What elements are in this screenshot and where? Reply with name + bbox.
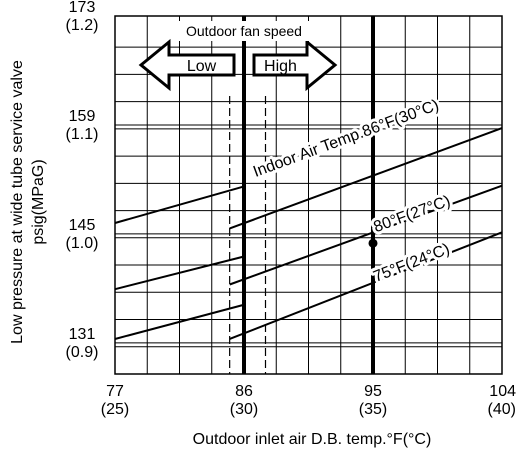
fan-speed-high-label: High [264, 58, 297, 75]
y-axis-unit: psig(MPaG) [30, 159, 47, 244]
series-line [229, 127, 503, 230]
y-tick-sublabel: (1.2) [66, 17, 99, 34]
fan-speed-low-label: Low [187, 58, 217, 75]
series-line [114, 185, 245, 224]
x-axis-label: Outdoor inlet air D.B. temp.°F(°C) [193, 431, 432, 448]
y-axis-label: Low pressure at wide tube service valve [9, 60, 26, 344]
series-label: 80°F(27°C) [371, 193, 452, 236]
plot-border [114, 15, 503, 375]
series-line [229, 184, 503, 286]
series-line [114, 255, 245, 291]
y-tick-sublabel: (0.9) [66, 344, 99, 361]
y-tick-label: 145 [69, 217, 96, 234]
y-tick-label: 159 [69, 108, 96, 125]
x-tick-label: 95 [364, 383, 382, 400]
fan-speed-title: Outdoor fan speed [186, 23, 302, 39]
x-tick-label: 104 [489, 383, 516, 400]
series-line [229, 231, 503, 340]
arrow-right-icon [252, 38, 338, 92]
y-tick-sublabel: (1.0) [66, 235, 99, 252]
data-lines [114, 16, 503, 374]
series-label: Indoor Air Temp.86°F(30°C) [251, 97, 441, 181]
fan-speed-indicator: Outdoor fan speed Low High [138, 21, 338, 92]
x-tick-label: 86 [235, 383, 253, 400]
series-line [114, 303, 245, 340]
y-tick-label: 173 [69, 0, 96, 16]
x-tick-sublabel: (40) [488, 401, 516, 418]
arrow-left-icon [138, 38, 236, 92]
x-tick-sublabel: (25) [101, 401, 129, 418]
y-tick-sublabel: (1.1) [66, 126, 99, 143]
fan-speed-title-bg [172, 21, 316, 41]
y-tick-label: 131 [69, 326, 96, 343]
x-tick-label: 77 [106, 383, 124, 400]
data-marker [368, 238, 378, 248]
x-tick-sublabel: (30) [230, 401, 258, 418]
x-tick-sublabel: (35) [359, 401, 387, 418]
series-label: 75°F(24°C) [371, 241, 452, 286]
